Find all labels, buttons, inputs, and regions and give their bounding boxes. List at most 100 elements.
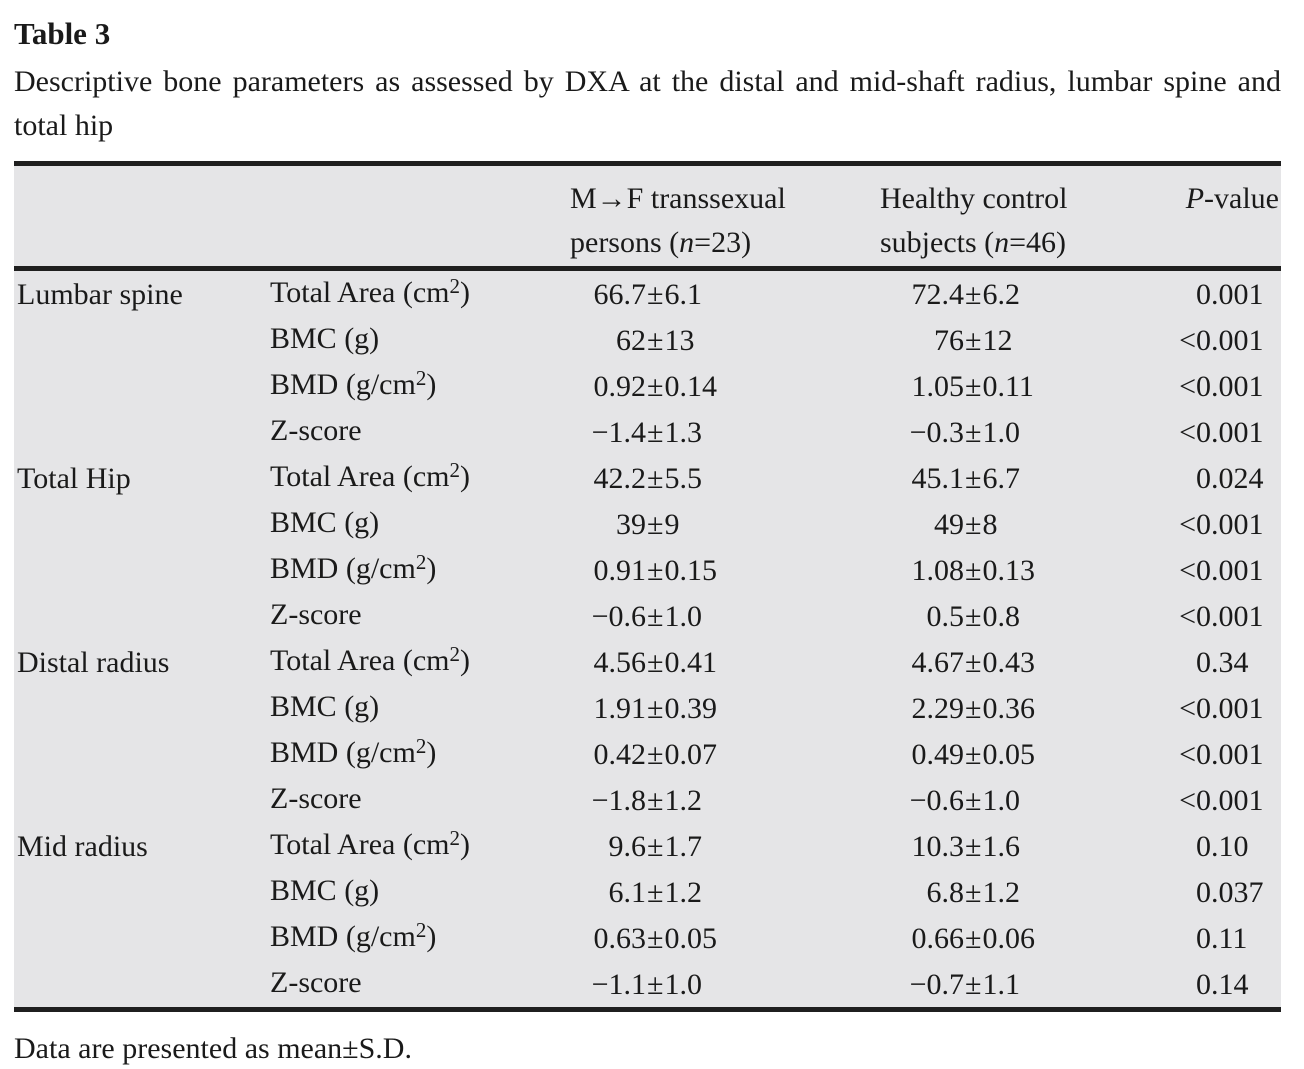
parameter-label: Total Area (cm2) — [270, 641, 470, 677]
p-value: 0.024 — [1196, 461, 1264, 495]
header-empty-parameter — [270, 163, 570, 271]
value-transsexual: −1.4±1.3 — [591, 415, 702, 449]
parameter-label: Z-score — [270, 966, 362, 999]
group-label: Lumbar spine — [17, 277, 183, 311]
value-control: 0.5±0.8 — [926, 599, 1020, 633]
parameter-label: BMC (g) — [270, 874, 380, 907]
value-control: −0.6±1.0 — [909, 783, 1020, 817]
value-control: 45.1±6.7 — [911, 461, 1020, 495]
group-label: Mid radius — [17, 829, 148, 863]
value-transsexual: 39±9 — [616, 507, 680, 541]
value-transsexual: −1.1±1.0 — [591, 967, 702, 1001]
column-header-pvalue: P-value — [1172, 163, 1281, 271]
value-transsexual: 0.92±0.14 — [593, 369, 717, 403]
table-caption: Descriptive bone parameters as assessed … — [14, 65, 1281, 142]
group-label — [14, 869, 270, 915]
value-control: −0.7±1.1 — [909, 967, 1020, 1001]
table-row: BMD (g/cm2) 0.91±0.15 1.08±0.13 <0.001 — [14, 547, 1281, 593]
parameter-label: BMC (g) — [270, 322, 380, 355]
group-label — [14, 961, 270, 1010]
parameter-label: Z-score — [270, 782, 362, 815]
value-control: 0.49±0.05 — [911, 737, 1035, 771]
table-body: Lumbar spine Total Area (cm2) 66.7±6.1 7… — [14, 269, 1281, 1010]
value-control: −0.3±1.0 — [909, 415, 1020, 449]
group-label — [14, 409, 270, 455]
value-transsexual: 0.42±0.07 — [593, 737, 717, 771]
table-row: BMD (g/cm2) 0.42±0.07 0.49±0.05 <0.001 — [14, 731, 1281, 777]
group-label — [14, 547, 270, 593]
parameter-label: BMC (g) — [270, 506, 380, 539]
parameter-label: Total Area (cm2) — [270, 273, 470, 309]
group-label — [14, 915, 270, 961]
value-control: 0.66±0.06 — [911, 921, 1035, 955]
bone-parameters-table: M→F transsexual persons (n=23) Healthy c… — [14, 161, 1281, 1012]
header-line: subjects (n=46) — [880, 226, 1067, 259]
value-control: 6.8±1.2 — [926, 875, 1020, 909]
table-row: BMC (g) 6.1±1.2 6.8±1.2 0.037 — [14, 869, 1281, 915]
group-label — [14, 363, 270, 409]
column-header-control: Healthy control subjects (n=46) — [880, 163, 1172, 271]
value-transsexual: 9.6±1.7 — [608, 829, 702, 863]
table-row: Z-score −1.1±1.0 −0.7±1.1 0.14 — [14, 961, 1281, 1010]
value-transsexual: 0.91±0.15 — [593, 553, 717, 587]
parameter-label: Total Area (cm2) — [270, 825, 470, 861]
value-transsexual: 0.63±0.05 — [593, 921, 717, 955]
table-footnote: Data are presented as mean±S.D. — [14, 1032, 412, 1065]
table-row: Z-score −1.8±1.2 −0.6±1.0 <0.001 — [14, 777, 1281, 823]
header-empty-group — [14, 163, 270, 271]
group-label — [14, 777, 270, 823]
p-value: <0.001 — [1179, 323, 1264, 357]
p-value: <0.001 — [1179, 737, 1264, 771]
p-value: <0.001 — [1179, 691, 1264, 725]
table-row: Lumbar spine Total Area (cm2) 66.7±6.1 7… — [14, 269, 1281, 318]
table-row: BMC (g) 39±9 49±8 <0.001 — [14, 501, 1281, 547]
value-control: 1.08±0.13 — [911, 553, 1035, 587]
group-label — [14, 731, 270, 777]
p-value: <0.001 — [1179, 415, 1264, 449]
group-label: Total Hip — [17, 461, 131, 495]
group-label — [14, 317, 270, 363]
table-row: BMD (g/cm2) 0.63±0.05 0.66±0.06 0.11 — [14, 915, 1281, 961]
parameter-label: BMD (g/cm2) — [270, 917, 437, 953]
parameter-label: BMD (g/cm2) — [270, 365, 437, 401]
table-header: M→F transsexual persons (n=23) Healthy c… — [14, 163, 1281, 271]
header-row: M→F transsexual persons (n=23) Healthy c… — [14, 163, 1281, 271]
p-value: 0.34 — [1196, 645, 1249, 679]
p-value: 0.001 — [1196, 277, 1264, 311]
value-transsexual: 62±13 — [616, 323, 695, 357]
value-control: 76±12 — [934, 323, 1013, 357]
p-value: 0.10 — [1196, 829, 1249, 863]
p-value: 0.11 — [1196, 921, 1248, 955]
table-row: BMD (g/cm2) 0.92±0.14 1.05±0.11 <0.001 — [14, 363, 1281, 409]
value-control: 1.05±0.11 — [911, 369, 1034, 403]
group-label: Distal radius — [17, 645, 170, 679]
parameter-label: Z-score — [270, 414, 362, 447]
group-label — [14, 593, 270, 639]
parameter-label: Z-score — [270, 598, 362, 631]
parameter-label: BMD (g/cm2) — [270, 549, 437, 585]
group-label — [14, 501, 270, 547]
column-header-transsexual: M→F transsexual persons (n=23) — [570, 163, 880, 271]
header-line: M→F transsexual — [570, 182, 786, 215]
p-value: <0.001 — [1179, 783, 1264, 817]
value-control: 49±8 — [934, 507, 998, 541]
value-transsexual: −1.8±1.2 — [591, 783, 702, 817]
p-value: 0.14 — [1196, 967, 1249, 1001]
table-row: Distal radius Total Area (cm2) 4.56±0.41… — [14, 639, 1281, 685]
header-line: Healthy control — [880, 182, 1068, 215]
table-row: BMC (g) 62±13 76±12 <0.001 — [14, 317, 1281, 363]
table-row: Mid radius Total Area (cm2) 9.6±1.7 10.3… — [14, 823, 1281, 869]
value-control: 2.29±0.36 — [911, 691, 1035, 725]
table-row: Z-score −1.4±1.3 −0.3±1.0 <0.001 — [14, 409, 1281, 455]
parameter-label: Total Area (cm2) — [270, 457, 470, 493]
parameter-label: BMC (g) — [270, 690, 380, 723]
value-transsexual: 4.56±0.41 — [593, 645, 717, 679]
p-value: <0.001 — [1179, 507, 1264, 541]
p-value: 0.037 — [1196, 875, 1264, 909]
value-transsexual: 6.1±1.2 — [608, 875, 702, 909]
table-row: Total Hip Total Area (cm2) 42.2±5.5 45.1… — [14, 455, 1281, 501]
value-transsexual: 66.7±6.1 — [593, 277, 702, 311]
p-value: <0.001 — [1179, 369, 1264, 403]
value-control: 10.3±1.6 — [911, 829, 1020, 863]
